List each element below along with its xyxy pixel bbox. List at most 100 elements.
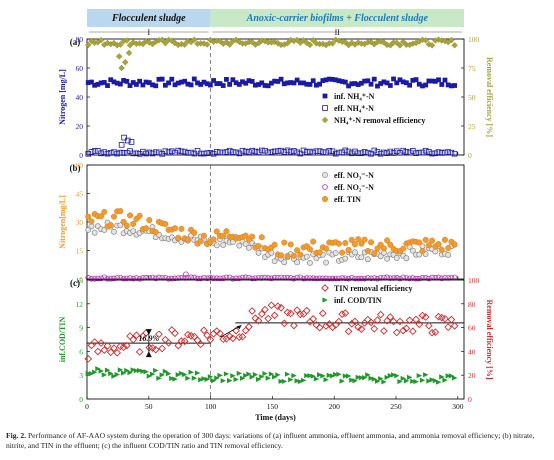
data-point: [349, 81, 355, 87]
data-point: [204, 81, 210, 87]
data-point: [197, 238, 204, 245]
data-point: [85, 80, 91, 85]
data-point: [342, 255, 349, 262]
data-point: [130, 367, 137, 373]
data-point: [230, 149, 236, 155]
data-point: [290, 321, 298, 330]
data-point: [204, 275, 210, 282]
data-point: [101, 208, 108, 215]
data-point: [409, 247, 416, 254]
data-point: [416, 275, 423, 282]
data-point: [230, 276, 236, 282]
data-point: [130, 150, 137, 157]
data-point: [422, 236, 429, 243]
data-point: [172, 376, 178, 382]
series-2-2: [85, 271, 458, 282]
data-point: [415, 320, 424, 329]
data-point: [320, 149, 326, 155]
data-point: [94, 347, 102, 356]
data-point: [136, 275, 143, 282]
data-point: [368, 239, 375, 246]
data-point: [127, 212, 134, 219]
data-point: [197, 150, 204, 157]
data-point: [278, 252, 285, 259]
data-point: [259, 374, 265, 380]
data-point: [135, 347, 144, 356]
data-point: [400, 245, 407, 252]
data-point: [275, 79, 281, 84]
data-point: [103, 341, 112, 350]
data-point: [333, 77, 339, 83]
data-point: [307, 373, 313, 379]
data-point: [258, 147, 265, 154]
data-point: [432, 378, 439, 384]
data-point: [416, 81, 422, 87]
y-tick-label: 45: [76, 190, 84, 199]
caption-label: Fig. 2.: [6, 431, 27, 440]
data-point: [352, 378, 358, 384]
data-point: [371, 376, 378, 382]
data-point: [120, 218, 127, 225]
data-point: [150, 82, 155, 88]
data-point: [432, 78, 438, 84]
data-point: [326, 147, 333, 154]
data-point: [271, 241, 278, 248]
data-point: [152, 229, 159, 236]
data-point: [110, 213, 117, 220]
data-point: [223, 228, 230, 235]
data-point: [181, 41, 188, 48]
data-point: [165, 371, 172, 377]
data-point: [236, 370, 243, 376]
data-point: [451, 150, 458, 157]
data-point: [212, 327, 221, 335]
data-point: [421, 313, 430, 321]
data-point: [439, 82, 445, 87]
data-point: [323, 259, 329, 266]
data-point: [291, 373, 297, 379]
data-point: [442, 77, 448, 83]
y-tick-label: 0: [79, 151, 83, 160]
data-point: [214, 81, 220, 86]
data-point: [345, 246, 352, 253]
y2-tick-label: 40: [468, 347, 476, 356]
data-point: [229, 334, 237, 343]
data-point: [213, 148, 220, 155]
data-point: [243, 372, 249, 379]
data-point: [358, 150, 365, 156]
data-point: [129, 335, 138, 344]
data-point: [345, 275, 352, 282]
data-point: [115, 53, 123, 60]
data-point: [374, 149, 381, 155]
y2-tick-label: 0: [468, 151, 472, 160]
data-point: [281, 259, 288, 266]
data-point: [445, 251, 452, 258]
data-point: [348, 150, 355, 157]
data-point: [89, 79, 94, 85]
data-point: [238, 332, 247, 341]
data-point: [177, 337, 186, 345]
data-point: [429, 150, 435, 157]
data-point: [204, 376, 210, 382]
data-point: [362, 374, 368, 381]
data-point: [264, 314, 273, 323]
data-point: [271, 148, 278, 155]
data-point: [368, 375, 374, 381]
data-point: [125, 49, 133, 57]
data-point: [182, 371, 188, 378]
data-point: [332, 275, 339, 282]
data-point: [100, 346, 109, 354]
data-point: [336, 275, 342, 282]
data-point: [252, 275, 259, 282]
series-1-1: [85, 76, 458, 89]
data-point: [85, 226, 92, 233]
data-point: [183, 271, 189, 278]
data-point: [165, 149, 172, 156]
data-point: [436, 77, 441, 83]
data-point: [304, 372, 310, 379]
legend-marker: [322, 172, 328, 178]
data-point: [355, 374, 361, 380]
data-point: [434, 312, 443, 321]
data-point: [107, 150, 114, 156]
data-point: [445, 82, 451, 88]
